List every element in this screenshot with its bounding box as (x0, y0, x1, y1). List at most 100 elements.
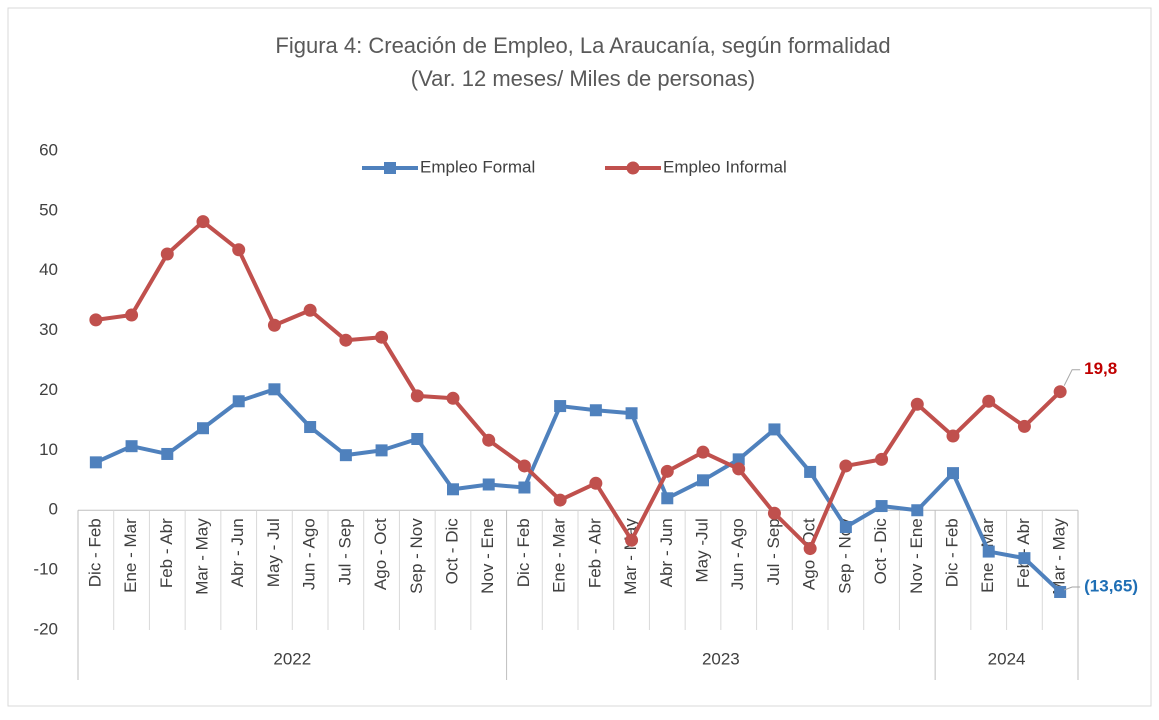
x-tick-label: Jun - Ago (728, 518, 747, 590)
x-tick-label: Dic - Feb (85, 518, 104, 587)
marker (839, 521, 852, 534)
x-tick-label: Mar - May (1050, 518, 1069, 595)
series-line (95, 387, 1062, 594)
x-tick-label: Sep - Nov (407, 518, 426, 594)
marker (517, 459, 531, 473)
x-tick-label: Jul - Sep (764, 518, 783, 585)
x-tick-label: Jun - Ago (300, 518, 319, 590)
marker (554, 400, 567, 413)
marker (375, 330, 389, 344)
marker (661, 492, 674, 505)
x-tick-label: May - Jul (264, 518, 283, 587)
marker (339, 333, 353, 347)
marker (1018, 552, 1031, 565)
marker (482, 433, 496, 447)
marker (767, 506, 781, 520)
marker (446, 391, 460, 405)
y-tick-label: 40 (39, 260, 58, 279)
legend-label: Empleo Informal (663, 157, 787, 176)
marker (482, 478, 495, 491)
x-tick-label: Ago - Oct (371, 518, 390, 590)
marker (125, 440, 138, 453)
x-tick-label: Feb - Abr (157, 518, 176, 588)
marker (982, 545, 995, 558)
marker (589, 476, 603, 490)
marker (447, 483, 459, 496)
marker (982, 394, 996, 408)
marker (875, 452, 889, 466)
marker (911, 504, 924, 517)
data-label: 19,8 (1084, 359, 1117, 378)
x-tick-label: Mar - May (192, 518, 211, 595)
y-tick-label: 20 (39, 380, 58, 399)
marker (553, 493, 567, 507)
marker (339, 449, 352, 462)
y-tick-label: -10 (33, 560, 58, 579)
leader-line (1063, 369, 1081, 386)
marker (625, 533, 639, 547)
marker (804, 465, 817, 478)
y-tick-label: 50 (39, 200, 58, 219)
marker (232, 395, 245, 408)
marker (160, 247, 174, 261)
x-tick-label: Dic - Feb (514, 518, 533, 587)
legend-marker (384, 162, 396, 174)
x-tick-label: Oct - Dic (442, 518, 461, 585)
chart-title: Figura 4: Creación de Empleo, La Araucan… (275, 33, 890, 58)
y-tick-label: -20 (33, 619, 58, 638)
marker (304, 421, 317, 434)
marker (803, 542, 817, 556)
legend-marker (626, 161, 640, 175)
marker (768, 423, 781, 436)
marker (1017, 419, 1031, 433)
x-tick-label: Abr - Jun (657, 518, 676, 587)
x-tick-label: Oct - Dic (871, 518, 890, 585)
x-tick-label: Jul - Sep (335, 518, 354, 585)
marker (839, 459, 853, 473)
marker (697, 474, 709, 487)
chart-subtitle: (Var. 12 meses/ Miles de personas) (411, 66, 755, 91)
marker (732, 462, 746, 476)
marker (268, 383, 281, 396)
x-tick-label: Sep - Nov (835, 518, 854, 594)
x-tick-label: Ene - Mar (121, 518, 140, 593)
x-tick-label: Ene - Mar (550, 518, 569, 593)
marker (660, 464, 674, 478)
x-tick-label: Nov - Ene (478, 518, 497, 594)
marker (411, 432, 424, 445)
marker (875, 500, 888, 513)
marker (267, 318, 281, 332)
marker (518, 481, 531, 494)
y-tick-label: 30 (39, 320, 58, 339)
marker (1054, 585, 1067, 598)
marker (946, 429, 960, 443)
series-line (95, 219, 1062, 551)
x-tick-label: Dic - Feb (942, 518, 961, 587)
x-tick-label: May -Jul (692, 518, 711, 582)
group-label: 2024 (988, 649, 1026, 668)
group-label: 2022 (273, 649, 311, 668)
marker (910, 397, 924, 411)
y-tick-label: 60 (39, 140, 58, 159)
marker (303, 303, 317, 317)
marker (410, 389, 424, 403)
marker (197, 422, 209, 435)
marker (375, 444, 388, 457)
marker (89, 456, 102, 469)
marker (196, 215, 210, 229)
marker (232, 243, 246, 257)
x-tick-label: Abr - Jun (228, 518, 247, 587)
marker (125, 308, 139, 322)
y-tick-label: 0 (49, 500, 58, 519)
y-tick-label: 10 (39, 440, 58, 459)
marker (89, 313, 103, 327)
legend-label: Empleo Formal (420, 157, 535, 176)
marker (589, 404, 602, 417)
marker (161, 447, 174, 460)
data-label: (13,65) (1084, 576, 1138, 595)
marker (947, 467, 959, 480)
leader-line (1063, 586, 1081, 591)
marker (732, 453, 745, 466)
chart-border (7, 7, 1152, 707)
